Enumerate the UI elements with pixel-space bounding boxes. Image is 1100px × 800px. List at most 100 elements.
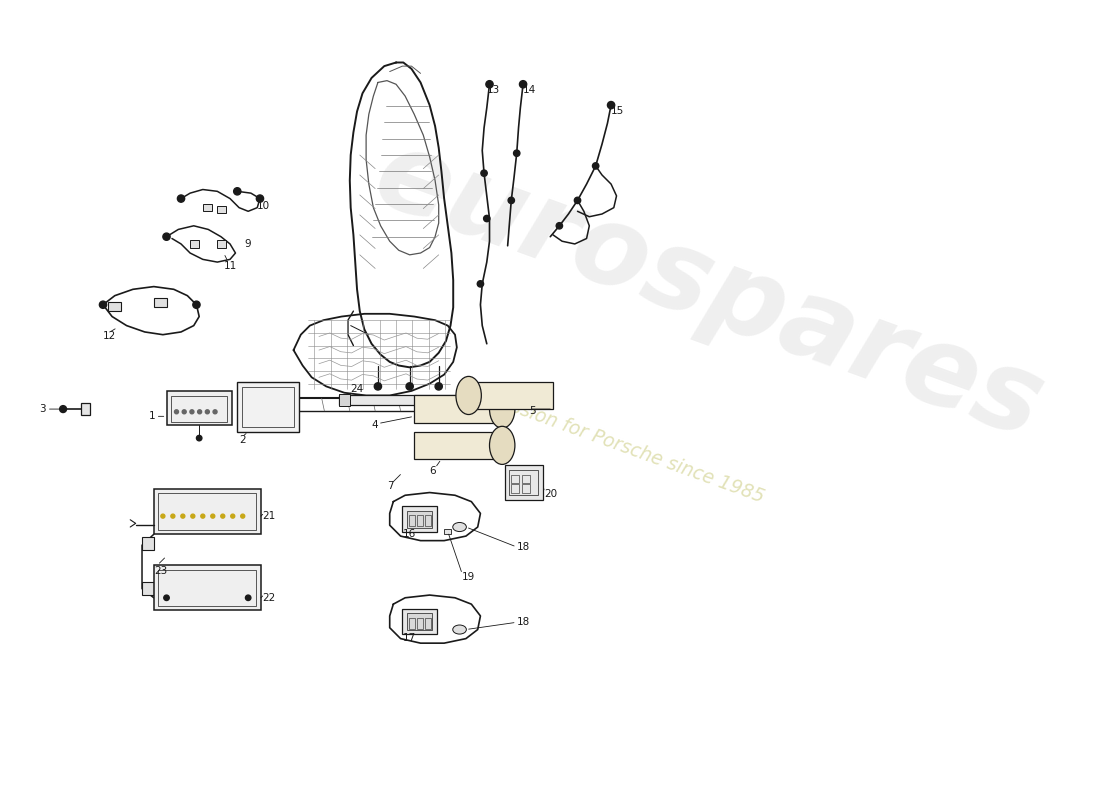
Circle shape [374, 382, 382, 390]
Circle shape [514, 150, 520, 156]
Circle shape [99, 301, 107, 308]
Circle shape [231, 514, 234, 518]
Bar [512, 475, 519, 483]
Ellipse shape [455, 377, 482, 414]
Bar [444, 529, 451, 534]
Text: 3: 3 [40, 404, 46, 414]
Circle shape [436, 382, 442, 390]
Text: 20: 20 [543, 490, 557, 499]
Text: 9: 9 [244, 239, 251, 249]
Bar [81, 402, 90, 415]
Circle shape [201, 514, 205, 518]
Bar [238, 382, 299, 432]
Text: 14: 14 [524, 85, 537, 94]
Text: 16: 16 [403, 530, 416, 539]
Circle shape [221, 514, 224, 518]
Circle shape [574, 198, 581, 203]
Circle shape [190, 410, 194, 414]
Text: 15: 15 [612, 106, 625, 117]
Bar [417, 618, 424, 629]
Circle shape [59, 406, 66, 413]
Bar [505, 466, 543, 500]
Circle shape [519, 81, 527, 88]
Bar [425, 618, 431, 629]
Bar [109, 302, 121, 311]
Bar [425, 515, 431, 526]
Bar [142, 582, 154, 595]
Text: 10: 10 [257, 201, 271, 211]
Circle shape [241, 514, 244, 518]
Text: 6: 6 [430, 466, 437, 476]
Bar [407, 510, 432, 528]
Bar [154, 298, 166, 307]
Text: eurospares: eurospares [361, 121, 1057, 462]
Bar [522, 475, 530, 483]
Circle shape [211, 514, 215, 518]
Text: 17: 17 [403, 633, 416, 642]
Circle shape [192, 301, 200, 308]
Circle shape [180, 514, 185, 518]
Bar [415, 395, 494, 422]
Text: 12: 12 [103, 331, 117, 342]
Text: 21: 21 [263, 511, 276, 521]
Bar [172, 396, 228, 422]
Circle shape [161, 514, 165, 518]
Ellipse shape [490, 390, 515, 428]
Circle shape [190, 514, 195, 518]
Circle shape [183, 410, 186, 414]
Bar [473, 382, 553, 409]
Text: 11: 11 [223, 261, 236, 270]
Bar [415, 432, 494, 459]
Bar [166, 391, 232, 426]
Text: 18: 18 [517, 542, 530, 552]
Circle shape [486, 81, 493, 88]
Circle shape [213, 410, 217, 414]
Bar [202, 204, 212, 211]
Text: 18: 18 [517, 618, 530, 627]
Circle shape [245, 595, 251, 601]
Bar [522, 484, 530, 493]
Text: 4: 4 [372, 421, 378, 430]
Bar [218, 240, 227, 247]
Ellipse shape [453, 522, 466, 531]
Text: 23: 23 [154, 566, 167, 575]
Circle shape [593, 162, 598, 169]
Bar [403, 506, 437, 531]
Circle shape [163, 233, 170, 240]
Circle shape [177, 195, 185, 202]
Circle shape [406, 382, 414, 390]
Ellipse shape [490, 426, 515, 465]
Bar [339, 394, 468, 406]
Text: 1: 1 [148, 411, 155, 422]
Circle shape [508, 198, 515, 203]
Bar [512, 484, 519, 493]
Bar [417, 515, 424, 526]
Text: 19: 19 [462, 572, 475, 582]
Ellipse shape [453, 625, 466, 634]
Bar [509, 470, 539, 495]
Text: 2: 2 [239, 435, 245, 445]
Bar [154, 565, 261, 610]
Bar [190, 240, 199, 247]
Text: 7: 7 [387, 481, 394, 491]
Text: 22: 22 [263, 593, 276, 602]
Circle shape [198, 410, 201, 414]
Bar [409, 515, 415, 526]
Circle shape [233, 188, 241, 195]
Circle shape [557, 222, 562, 229]
Text: 5: 5 [529, 406, 536, 416]
Circle shape [197, 435, 202, 441]
Text: 24: 24 [351, 384, 364, 394]
Circle shape [484, 215, 490, 222]
Bar [409, 618, 415, 629]
Bar [339, 394, 350, 406]
Circle shape [175, 410, 178, 414]
Bar [158, 494, 256, 530]
Circle shape [256, 195, 264, 202]
Circle shape [164, 595, 169, 601]
Circle shape [481, 170, 487, 176]
Circle shape [170, 514, 175, 518]
Bar [407, 614, 432, 630]
Bar [154, 489, 261, 534]
Circle shape [607, 102, 615, 109]
